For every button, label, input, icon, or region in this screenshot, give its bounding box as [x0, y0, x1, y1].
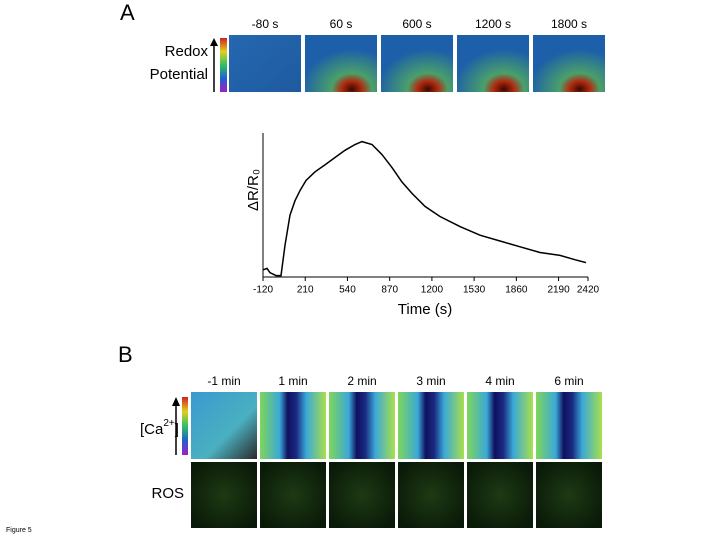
- panel-label: B: [118, 342, 133, 367]
- x-tick-label: 2190: [547, 285, 570, 296]
- arrow-head: [210, 38, 218, 46]
- image-label: 4 min: [485, 374, 514, 388]
- image-label: -80 s: [252, 17, 279, 31]
- ros-image: [191, 462, 257, 528]
- x-tick-label: 1200: [421, 285, 444, 296]
- redox-image: [229, 35, 301, 92]
- calcium-image: [398, 392, 464, 459]
- colorbar: [182, 397, 188, 455]
- redox-image: [305, 35, 377, 92]
- colorbar-label: Potential: [150, 66, 208, 83]
- ros-image: [536, 462, 602, 528]
- row-label: [Ca2+]: [140, 418, 179, 438]
- x-tick-label: 210: [297, 285, 314, 296]
- x-tick-label: 2420: [577, 285, 600, 296]
- x-tick-label: 540: [339, 285, 356, 296]
- image-label: 1200 s: [475, 17, 511, 31]
- figure-caption: Figure 5: [6, 527, 32, 534]
- image-label: 600 s: [402, 17, 431, 31]
- x-tick-label: 1860: [505, 285, 528, 296]
- redox-image: [533, 35, 605, 92]
- image-label: 6 min: [554, 374, 583, 388]
- row-label-part: ]: [175, 421, 179, 438]
- colorbar: [220, 38, 227, 92]
- row-label-sup: 2+: [163, 418, 175, 429]
- row-label: ROS: [151, 485, 184, 502]
- row-label-part: [Ca: [140, 421, 164, 438]
- ros-image: [467, 462, 533, 528]
- ros-image: [260, 462, 326, 528]
- redox-image: [381, 35, 453, 92]
- x-axis-label: Time (s): [398, 301, 452, 318]
- calcium-image: [329, 392, 395, 459]
- calcium-image: [191, 392, 257, 459]
- arrow-head: [172, 397, 180, 406]
- redox-image: [457, 35, 529, 92]
- image-label: -1 min: [207, 374, 240, 388]
- ros-image: [398, 462, 464, 528]
- image-label: 1800 s: [551, 17, 587, 31]
- y-axis-label: ΔR/R₀: [245, 169, 262, 211]
- calcium-image: [260, 392, 326, 459]
- image-label: 3 min: [416, 374, 445, 388]
- ros-image: [329, 462, 395, 528]
- x-tick-label: 870: [381, 285, 398, 296]
- panel-label: A: [120, 0, 135, 25]
- data-line: [262, 140, 587, 277]
- image-label: 2 min: [347, 374, 376, 388]
- image-label: 1 min: [278, 374, 307, 388]
- x-tick-label: 1530: [463, 285, 486, 296]
- x-tick-label: -120: [253, 285, 273, 296]
- calcium-image: [536, 392, 602, 459]
- image-label: 60 s: [330, 17, 353, 31]
- calcium-image: [467, 392, 533, 459]
- colorbar-label: Redox: [165, 43, 209, 60]
